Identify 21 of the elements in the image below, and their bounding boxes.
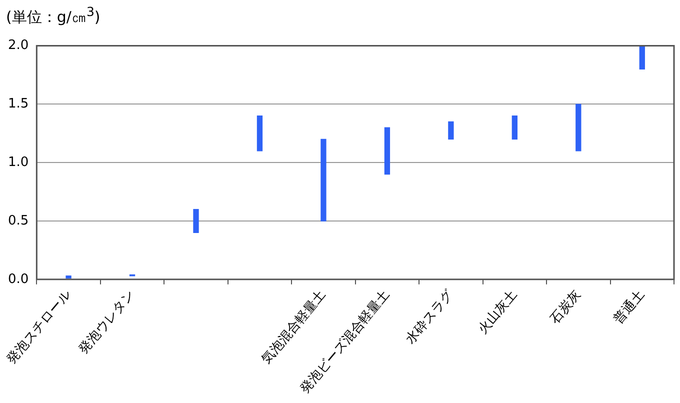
x-tick-label: 石炭灰 <box>547 288 584 328</box>
bar <box>512 116 518 140</box>
y-axis-title: (単位：g/㎝$^{3}$) <box>5 3 102 28</box>
bar <box>193 208 199 233</box>
bar <box>66 276 72 279</box>
x-tick-label: 普通土 <box>610 286 648 328</box>
y-tick-label: 0.5 <box>8 213 29 228</box>
y-tick-label: 1.0 <box>8 154 29 170</box>
x-tick-label: 水砕スラグ <box>403 286 458 347</box>
bar <box>256 116 263 152</box>
x-tick-label: 発泡ウレタン <box>76 288 138 357</box>
bar <box>448 121 454 140</box>
y-tick-label: 2.0 <box>8 38 29 54</box>
bar <box>639 46 645 70</box>
bar <box>384 127 390 175</box>
bar <box>320 138 326 222</box>
y-tick-label: 1.5 <box>8 96 29 112</box>
y-tick-label: 0.0 <box>8 272 29 287</box>
bar <box>576 104 582 152</box>
x-tick-label: 火山灰土 <box>475 288 520 337</box>
x-tick-label: 発泡スチロール <box>4 288 74 367</box>
